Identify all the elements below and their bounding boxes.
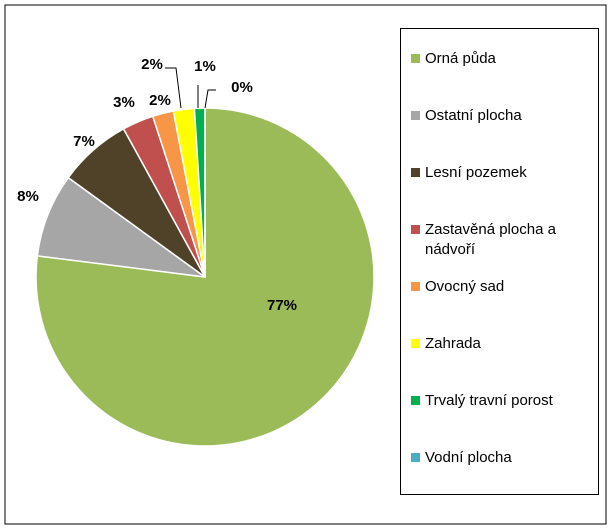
- pie-slice: [35, 107, 375, 447]
- legend-label: Zastavěná plocha a nádvoří: [425, 221, 556, 258]
- data-label: 3%: [113, 94, 135, 111]
- data-label: 2%: [141, 56, 163, 73]
- legend-swatch: [411, 339, 420, 348]
- legend-swatch: [411, 225, 420, 234]
- data-label-value: 77: [267, 297, 284, 314]
- data-label: 2%: [149, 92, 171, 109]
- legend-swatch: [411, 111, 420, 120]
- legend-item: Lesní pozemek: [411, 163, 597, 183]
- data-label: 7%: [73, 133, 95, 150]
- leader-line: [204, 89, 216, 109]
- data-label-unit: %: [284, 297, 297, 314]
- legend-item: Vodní plocha: [411, 448, 597, 468]
- data-label-value: 7: [73, 133, 81, 150]
- legend-item: Trvalý travní porost: [411, 391, 597, 411]
- data-label-unit: %: [150, 56, 163, 73]
- legend-swatch: [411, 396, 420, 405]
- legend-item: Ostatní plocha: [411, 106, 597, 126]
- data-label-unit: %: [158, 92, 171, 109]
- data-label-value: 1: [194, 58, 202, 75]
- data-label-unit: %: [122, 94, 135, 111]
- legend-item: Ovocný sad: [411, 277, 597, 297]
- leader-line: [165, 67, 182, 109]
- data-label-value: 0: [231, 79, 239, 96]
- legend: Orná půda Ostatní plocha Lesní pozemek Zast…: [400, 28, 599, 495]
- data-label: 1%: [194, 58, 216, 75]
- data-label: 0%: [231, 79, 253, 96]
- data-label: 77%: [267, 297, 297, 314]
- data-label-unit: %: [82, 133, 95, 150]
- legend-label: Vodní plocha: [425, 449, 512, 466]
- data-label-value: 8: [17, 188, 25, 205]
- legend-item: Orná půda: [411, 49, 597, 69]
- legend-swatch: [411, 453, 420, 462]
- data-label-value: 2: [141, 56, 149, 73]
- legend-label: Zahrada: [425, 335, 481, 352]
- legend-label: Ovocný sad: [425, 278, 505, 295]
- data-label-unit: %: [203, 58, 216, 75]
- legend-label: Trvalý travní porost: [425, 392, 553, 409]
- legend-item: Zahrada: [411, 334, 597, 354]
- legend-swatch: [411, 168, 420, 177]
- data-label-value: 2: [149, 92, 157, 109]
- legend-label: Ostatní plocha: [425, 107, 522, 124]
- legend-label: Orná půda: [425, 50, 496, 67]
- legend-label: Lesní pozemek: [425, 164, 527, 181]
- legend-item: Zastavěná plocha a nádvoří: [411, 220, 597, 260]
- data-label-unit: %: [26, 188, 39, 205]
- data-label: 8%: [17, 188, 39, 205]
- data-label-unit: %: [240, 79, 253, 96]
- legend-swatch: [411, 282, 420, 291]
- legend-swatch: [411, 54, 420, 63]
- data-label-value: 3: [113, 94, 121, 111]
